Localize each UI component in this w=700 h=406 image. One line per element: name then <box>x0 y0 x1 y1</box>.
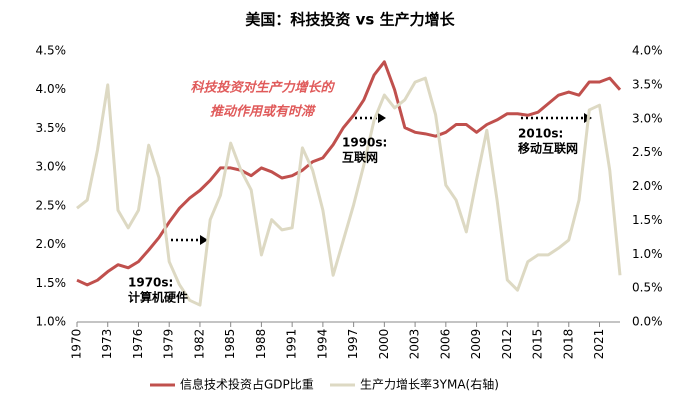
x-tick-label: 2018 <box>561 329 575 360</box>
y2-tick-label: 0.0% <box>632 315 663 329</box>
annotation: 计算机硬件 <box>128 290 188 305</box>
x-tick-label: 2009 <box>469 329 483 360</box>
chart-title: 美国：科技投资 vs 生产力增长 <box>245 11 455 29</box>
annotation: 2010s: <box>518 127 563 141</box>
annotation: 互联网 <box>342 151 378 165</box>
y2-tick-label: 1.5% <box>632 213 663 227</box>
y-tick-label: 1.0% <box>36 315 67 329</box>
x-tick-label: 2006 <box>438 329 452 360</box>
x-tick-label: 2012 <box>500 329 514 360</box>
x-tick-label: 2003 <box>408 329 422 360</box>
y-tick-label: 3.5% <box>36 121 67 135</box>
legend-label: 生产力增长率3YMA(右轴) <box>360 377 499 392</box>
x-tick-label: 1985 <box>223 329 237 360</box>
x-tick-label: 1991 <box>285 329 299 360</box>
annotation: 科技投资对生产力增长的 <box>190 80 335 96</box>
y2-tick-label: 3.5% <box>632 77 663 91</box>
x-tick-label: 2021 <box>592 329 606 360</box>
y-tick-label: 3.0% <box>36 160 67 174</box>
y2-tick-label: 0.5% <box>632 281 663 295</box>
legend-label: 信息技术投资占GDP比重 <box>180 377 314 392</box>
x-tick-label: 1994 <box>315 329 329 360</box>
y2-tick-label: 2.0% <box>632 179 663 193</box>
arrows <box>166 116 584 242</box>
y2-tick-label: 3.0% <box>632 111 663 125</box>
y2-tick-label: 4.0% <box>632 44 663 58</box>
y-tick-label: 2.0% <box>36 237 67 251</box>
annotation: 移动互联网 <box>518 141 578 156</box>
y-tick-label: 4.5% <box>36 44 67 58</box>
x-tick-label: 1979 <box>162 329 176 360</box>
y-tick-label: 4.0% <box>36 82 67 96</box>
x-tick-label: 2000 <box>377 329 391 360</box>
x-tick-label: 1970 <box>70 329 84 360</box>
series-line <box>76 60 622 287</box>
series-line <box>76 76 622 307</box>
y2-tick-label: 1.0% <box>632 247 663 261</box>
x-tick-label: 1988 <box>254 329 268 360</box>
annotation: 1970s: <box>128 276 173 290</box>
x-tick-label: 1997 <box>346 329 360 360</box>
y2-tick-label: 2.5% <box>632 145 663 159</box>
x-tick-label: 1973 <box>100 329 114 360</box>
x-tick-label: 1976 <box>131 329 145 360</box>
y-tick-label: 2.5% <box>36 198 67 212</box>
annotation: 1990s: <box>342 136 387 150</box>
x-tick-label: 1982 <box>192 329 206 360</box>
annotation: 推动作用或有时滞 <box>210 104 317 120</box>
y-tick-label: 1.5% <box>36 276 67 290</box>
x-tick-label: 2015 <box>531 329 545 360</box>
